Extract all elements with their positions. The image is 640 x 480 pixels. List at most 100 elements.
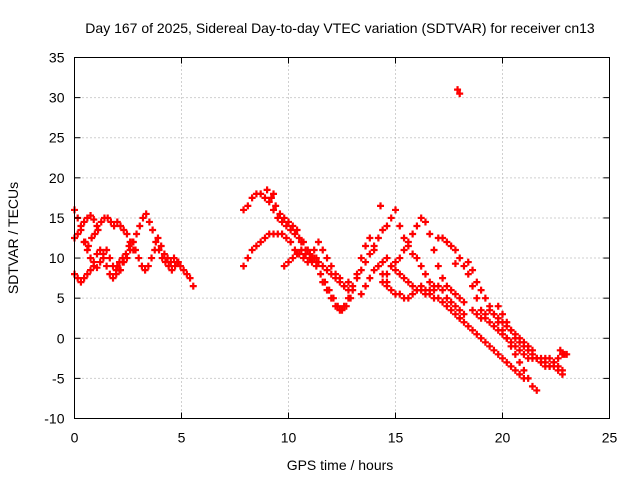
data-point [409, 230, 417, 238]
y-axis-label: SDTVAR / TECUs [5, 182, 21, 294]
data-point [528, 382, 536, 390]
data-point [556, 346, 564, 354]
data-point [93, 264, 101, 272]
data-point [126, 246, 134, 254]
data-point [293, 226, 301, 234]
data-point [392, 206, 399, 214]
data-point [327, 262, 335, 270]
data-point [91, 230, 99, 238]
data-point [312, 262, 320, 270]
data-point [344, 278, 352, 286]
data-point [451, 290, 459, 298]
data-point [310, 246, 318, 254]
data-point [327, 294, 335, 302]
data-point [417, 214, 425, 222]
data-point [323, 254, 331, 262]
data-point [244, 202, 252, 210]
data-point [486, 342, 494, 350]
data-point [107, 218, 115, 226]
data-point [161, 258, 169, 266]
data-point [357, 254, 365, 262]
y-tick-label: -10 [44, 411, 64, 427]
data-point [138, 262, 146, 270]
data-point [550, 362, 558, 370]
data-point [387, 262, 395, 270]
x-tick-label: 25 [602, 430, 618, 446]
data-point [507, 342, 515, 350]
y-tick-label: 20 [49, 170, 65, 186]
data-point [490, 322, 498, 330]
data-point [374, 234, 382, 242]
y-tick-label: -5 [52, 370, 65, 386]
data-point [561, 350, 569, 358]
data-point [120, 226, 128, 234]
data-point [344, 294, 352, 302]
data-point [451, 260, 459, 268]
y-tick-label: 35 [49, 50, 65, 66]
data-point [106, 270, 114, 278]
data-point [396, 254, 404, 262]
data-point [280, 214, 288, 222]
data-point [106, 254, 114, 262]
data-point [490, 346, 498, 354]
data-point [88, 234, 96, 242]
data-point [158, 254, 166, 262]
data-point [460, 262, 468, 270]
data-point [110, 222, 118, 230]
data-point [302, 250, 310, 258]
data-point [83, 270, 91, 278]
data-point [447, 298, 455, 306]
data-point [133, 230, 141, 238]
data-point [81, 238, 89, 246]
data-point [270, 190, 278, 198]
data-point [257, 190, 265, 198]
data-point [155, 246, 163, 254]
data-point [447, 306, 455, 314]
data-point [152, 238, 160, 246]
data-point [267, 194, 275, 202]
data-trace [270, 86, 569, 358]
data-point [477, 286, 485, 294]
data-point [154, 234, 162, 242]
data-point [417, 282, 425, 290]
data-points [71, 86, 571, 394]
data-point [90, 216, 98, 224]
data-trace [494, 302, 566, 378]
data-point [142, 210, 150, 218]
data-point [104, 214, 112, 222]
data-point [319, 278, 327, 286]
data-point [439, 286, 447, 294]
data-point [366, 234, 374, 242]
data-point [456, 306, 464, 314]
data-trace [349, 206, 438, 294]
data-point [319, 262, 327, 270]
data-point [97, 218, 105, 226]
data-point [285, 258, 292, 266]
y-tick-label: 10 [49, 250, 65, 266]
data-point [74, 230, 82, 238]
data-point [520, 350, 528, 358]
data-point [87, 266, 95, 274]
data-point [477, 314, 485, 322]
data-point [136, 222, 144, 230]
data-point [77, 222, 85, 230]
data-trace [113, 210, 182, 274]
data-point [96, 246, 104, 254]
data-point [280, 262, 288, 270]
data-point [400, 234, 408, 242]
data-point [426, 278, 434, 286]
data-point [409, 282, 417, 290]
data-point [464, 270, 472, 278]
data-point [464, 258, 472, 266]
data-point [332, 302, 340, 310]
data-point [314, 238, 322, 246]
data-point [451, 246, 459, 254]
data-point [469, 266, 477, 274]
data-point [494, 314, 502, 322]
data-point [473, 330, 481, 338]
data-point [469, 326, 477, 334]
data-point [297, 238, 305, 246]
data-point [454, 86, 462, 94]
data-point [84, 242, 92, 250]
